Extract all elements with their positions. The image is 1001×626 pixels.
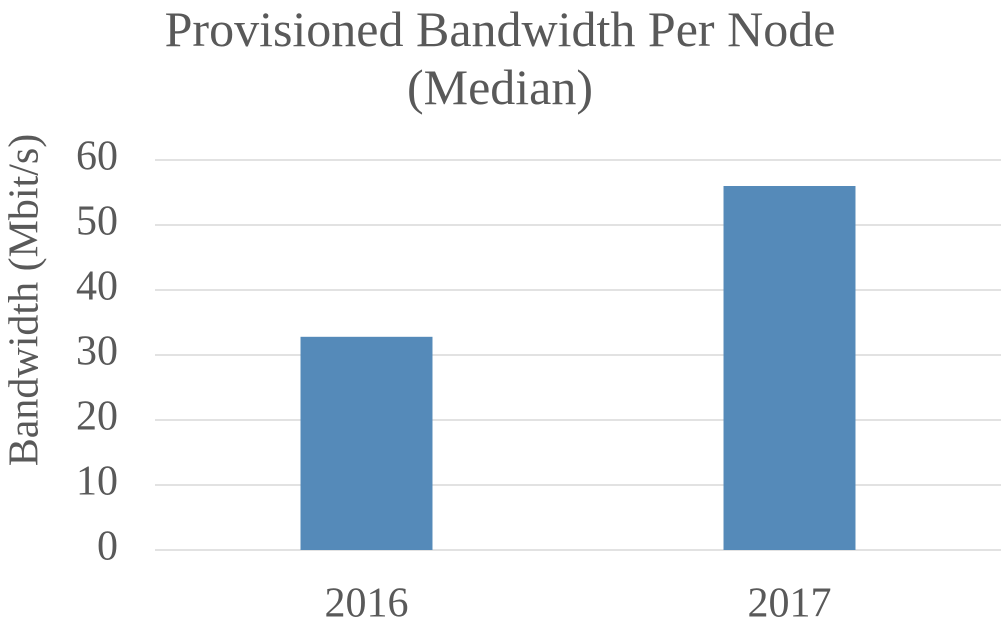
chart-title: Provisioned Bandwidth Per Node (Median): [164, 1, 836, 115]
y-tick-label: 0: [97, 524, 118, 570]
y-tick-label: 60: [76, 134, 118, 180]
bar: [723, 186, 856, 550]
bar: [300, 336, 433, 550]
y-tick-label: 30: [76, 329, 118, 375]
x-tick-label: 2016: [325, 581, 409, 626]
y-tick-label: 40: [76, 264, 118, 310]
x-tick-label: 2017: [748, 581, 832, 626]
y-tick-label: 50: [76, 199, 118, 245]
y-tick-label: 20: [76, 394, 118, 440]
y-tick-label: 10: [76, 459, 118, 505]
y-axis-title: Bandwidth (Mbit/s): [2, 134, 48, 467]
